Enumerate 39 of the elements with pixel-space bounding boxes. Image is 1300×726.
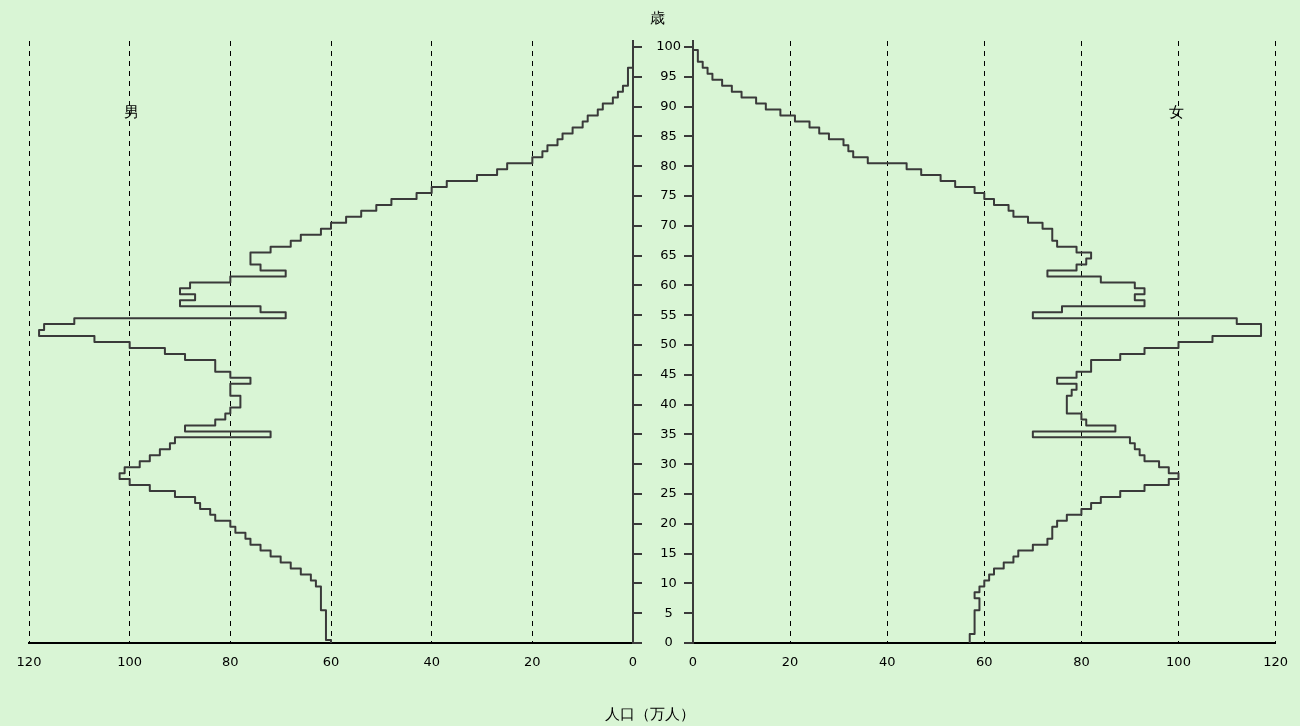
y-tick-label: 80 (660, 157, 677, 173)
y-tick-label: 40 (660, 395, 677, 411)
x-tick-label: 60 (322, 654, 340, 670)
y-tick-label: 30 (660, 455, 677, 471)
y-tick-label: 75 (660, 187, 677, 203)
x-tick-label: 100 (117, 654, 143, 670)
x-tick-label: 100 (1166, 654, 1191, 670)
x-tick-label: 20 (781, 654, 799, 670)
x-tick-label: 40 (878, 654, 896, 670)
x-tick-label: 80 (1073, 654, 1090, 670)
y-tick-label: 85 (660, 127, 677, 143)
x-tick-label: 40 (423, 654, 440, 670)
y-tick-label: 55 (660, 306, 677, 322)
y-tick-label: 60 (660, 276, 677, 292)
x-tick-label: 60 (976, 654, 993, 670)
y-tick-label: 65 (660, 246, 677, 262)
y-tick-label: 70 (660, 217, 677, 233)
annotation: 女 (1169, 103, 1185, 122)
y-tick-label: 95 (660, 68, 677, 84)
y-tick-label: 50 (660, 336, 677, 352)
x-tick-label: 80 (222, 654, 239, 670)
annotation: 男 (124, 103, 140, 122)
y-tick-label: 90 (660, 97, 677, 113)
y-tick-label: 0 (664, 634, 673, 650)
x-tick-label: 0 (628, 654, 638, 670)
y-tick-label: 25 (660, 485, 677, 501)
x-tick-label: 120 (16, 654, 42, 670)
x-axis-title: 人口（万人） (605, 705, 695, 724)
y-tick-label: 15 (660, 544, 677, 560)
y-tick-label: 10 (660, 574, 677, 590)
y-tick-label: 5 (664, 604, 673, 620)
y-tick-label: 100 (656, 38, 682, 54)
x-tick-label: 0 (688, 654, 698, 670)
y-tick-label: 35 (660, 425, 677, 441)
y-axis-title: 歳 (650, 8, 665, 27)
x-tick-label: 120 (1263, 654, 1289, 670)
y-tick-label: 45 (660, 366, 677, 382)
y-tick-label: 20 (660, 515, 677, 531)
x-tick-label: 20 (524, 654, 541, 670)
